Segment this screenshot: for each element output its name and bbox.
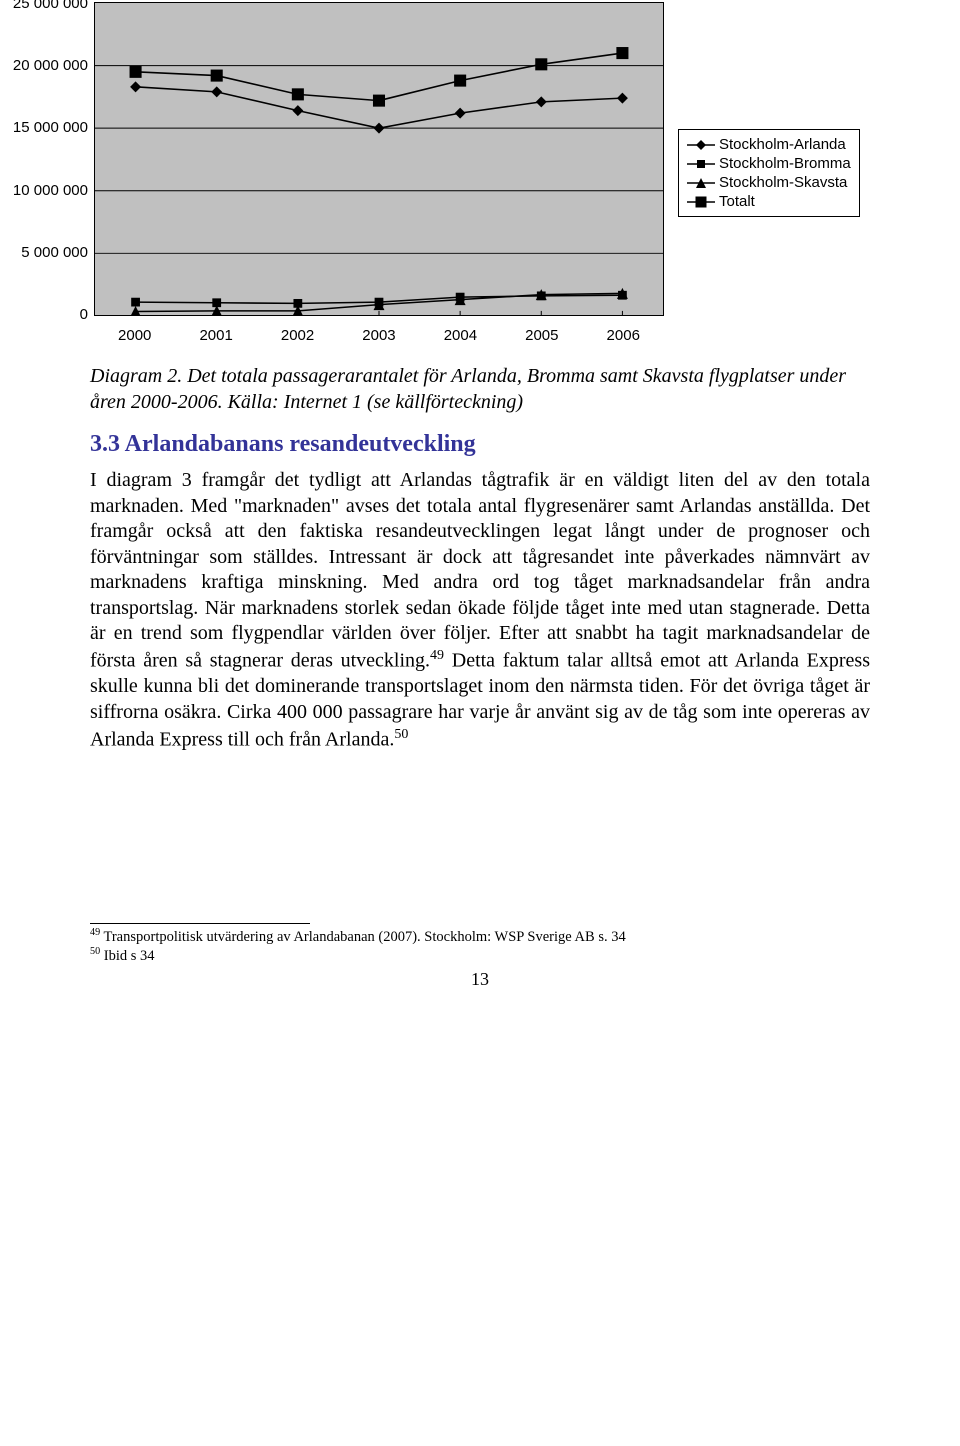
footnote-text-49: Transportpolitisk utvärdering av Arlanda… [100, 929, 626, 945]
y-tick-label: 5 000 000 [21, 244, 88, 261]
page-number: 13 [90, 969, 870, 990]
chart-svg [95, 3, 663, 316]
paragraph-part-1: I diagram 3 framgår det tydligt att Arla… [90, 469, 870, 672]
chart-legend: Stockholm-Arlanda Stockholm-Bromma Stockho… [678, 129, 860, 217]
footnote-text-50: Ibid s 34 [100, 948, 154, 964]
xaxis-spacer [2, 323, 94, 344]
y-tick-label: 20 000 000 [13, 57, 88, 74]
legend-swatch-icon [687, 138, 715, 152]
x-tick-label: 2002 [257, 327, 338, 344]
legend-item: Stockholm-Arlanda [687, 136, 851, 153]
x-tick-label: 2000 [94, 327, 175, 344]
figure-caption: Diagram 2. Det totala passagerarantalet … [90, 364, 870, 415]
chart-and-yaxis: 25 000 000 20 000 000 15 000 000 10 000 000… [2, 2, 664, 323]
footnote-50: 50 Ibid s 34 [90, 946, 870, 965]
y-tick-label: 15 000 000 [13, 119, 88, 136]
x-tick-label: 2005 [501, 327, 582, 344]
x-tick-label: 2001 [175, 327, 256, 344]
page-root: 25 000 000 20 000 000 15 000 000 10 000 000… [0, 0, 960, 990]
footnote-rule [90, 923, 310, 924]
footnote-num-50: 50 [90, 946, 100, 957]
y-tick-label: 0 [80, 306, 88, 323]
footnotes-block: 49 Transportpolitisk utvärdering av Arla… [0, 923, 960, 990]
footnote-ref-49: 49 [430, 648, 444, 663]
legend-swatch-icon [687, 195, 715, 209]
legend-label: Stockholm-Arlanda [719, 136, 846, 153]
x-axis-labels: 2000200120022003200420052006 [94, 327, 664, 344]
legend-item: Stockholm-Bromma [687, 155, 851, 172]
body-text: Diagram 2. Det totala passagerarantalet … [0, 346, 960, 753]
legend-item: Totalt [687, 193, 851, 210]
y-axis-labels: 25 000 000 20 000 000 15 000 000 10 000 000… [2, 0, 94, 323]
chart-left-block: 25 000 000 20 000 000 15 000 000 10 000 000… [2, 2, 664, 344]
x-tick-label: 2004 [420, 327, 501, 344]
paragraph-main: I diagram 3 framgår det tydligt att Arla… [90, 468, 870, 753]
section-heading: 3.3 Arlandabanans resandeutveckling [90, 429, 870, 460]
xaxis-row: 2000200120022003200420052006 [2, 323, 664, 344]
y-tick-label: 25 000 000 [13, 0, 88, 12]
chart-container: 25 000 000 20 000 000 15 000 000 10 000 000… [0, 0, 960, 346]
footnote-49: 49 Transportpolitisk utvärdering av Arla… [90, 927, 870, 946]
legend-label: Totalt [719, 193, 755, 210]
x-tick-label: 2003 [338, 327, 419, 344]
legend-label: Stockholm-Skavsta [719, 174, 847, 191]
x-tick-label: 2006 [583, 327, 664, 344]
footnote-num-49: 49 [90, 927, 100, 938]
footnote-ref-50: 50 [394, 727, 408, 742]
plot-area [94, 2, 664, 316]
y-tick-label: 10 000 000 [13, 182, 88, 199]
legend-swatch-icon [687, 157, 715, 171]
legend-item: Stockholm-Skavsta [687, 174, 851, 191]
legend-label: Stockholm-Bromma [719, 155, 851, 172]
legend-swatch-icon [687, 176, 715, 190]
